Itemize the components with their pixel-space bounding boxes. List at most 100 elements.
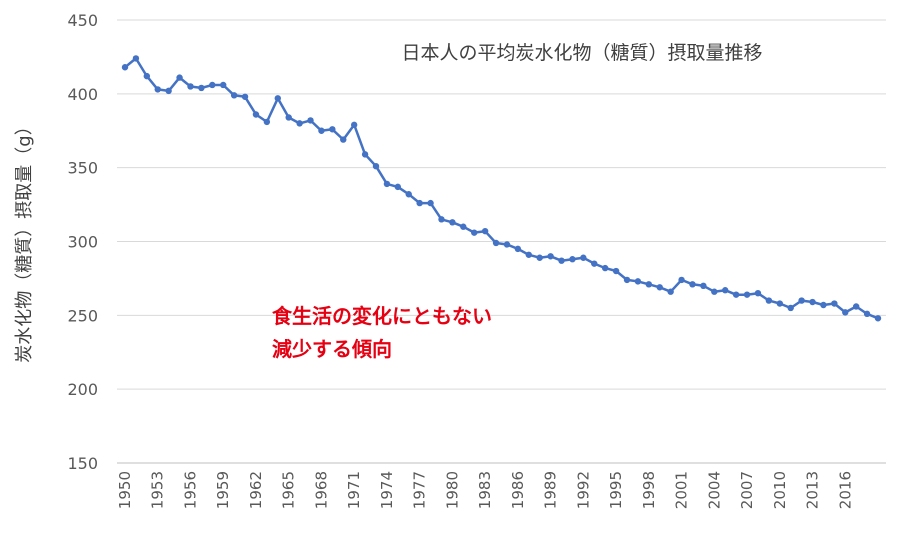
data-point — [601, 264, 609, 272]
data-point — [176, 74, 183, 81]
data-point — [634, 278, 642, 285]
data-point — [427, 199, 434, 207]
data-point — [361, 151, 369, 158]
x-tick-label: 1974 — [378, 471, 396, 509]
data-point — [460, 223, 467, 230]
data-point — [852, 303, 860, 310]
data-point — [863, 310, 871, 318]
data-point — [198, 84, 205, 92]
chart-title: 日本人の平均炭水化物（糖質）摂取量推移 — [401, 42, 762, 64]
data-point — [776, 300, 783, 307]
data-point — [449, 219, 456, 226]
data-point — [580, 254, 587, 261]
data-point — [481, 227, 489, 235]
data-point — [732, 291, 740, 298]
data-point — [492, 239, 500, 247]
data-point — [329, 126, 336, 133]
x-tick-label: 2004 — [705, 471, 723, 509]
data-point — [536, 254, 543, 261]
data-point — [623, 276, 631, 284]
data-point — [612, 267, 620, 275]
x-tick-label: 1959 — [214, 471, 232, 509]
data-point — [220, 81, 227, 89]
x-tick-label: 1989 — [542, 471, 560, 509]
data-point — [831, 300, 838, 307]
data-point — [743, 291, 751, 298]
data-point — [689, 281, 696, 288]
y-tick-label: 450 — [67, 11, 98, 30]
data-point — [678, 276, 685, 284]
y-tick-label: 250 — [67, 306, 98, 325]
x-tick-label: 1965 — [280, 471, 298, 509]
data-point — [132, 55, 140, 62]
data-point — [165, 87, 172, 95]
data-point — [471, 229, 478, 236]
y-tick-label: 200 — [67, 380, 98, 399]
data-point — [569, 256, 576, 263]
x-tick-label: 1968 — [312, 471, 330, 509]
data-point — [820, 301, 827, 309]
x-tick-label: 2013 — [804, 471, 822, 509]
y-tick-label: 400 — [67, 85, 98, 104]
data-point — [372, 162, 380, 170]
data-point — [252, 111, 260, 118]
x-tick-label: 2016 — [836, 471, 854, 509]
x-tick-label: 1992 — [574, 471, 592, 509]
data-point — [416, 199, 423, 207]
data-point — [405, 191, 412, 198]
y-axis-label: 炭水化物（糖質）摂取量（g） — [14, 117, 35, 362]
x-tick-label: 2007 — [738, 471, 756, 509]
y-tick-label: 350 — [67, 159, 98, 178]
data-point — [350, 121, 358, 129]
data-point — [765, 297, 773, 304]
data-point — [547, 253, 554, 260]
data-point — [645, 281, 653, 288]
data-point — [274, 95, 281, 102]
x-tick-label: 1950 — [116, 471, 134, 509]
x-tick-label: 1980 — [443, 471, 461, 509]
y-axis-ticks: 150 200 250 300 350 400 450 — [67, 11, 98, 473]
data-point — [591, 260, 598, 267]
x-tick-label: 2010 — [771, 471, 789, 509]
data-point — [558, 257, 565, 264]
data-point — [667, 288, 674, 295]
x-tick-label: 1971 — [345, 471, 363, 509]
data-point — [787, 304, 794, 312]
x-tick-label: 1998 — [640, 471, 658, 509]
data-point — [230, 92, 238, 99]
data-point — [503, 241, 511, 248]
data-point — [711, 288, 718, 295]
annotation-line-2: 減少する傾向 — [272, 337, 392, 361]
data-point — [798, 297, 805, 304]
x-tick-label: 1977 — [411, 471, 429, 509]
data-point — [296, 120, 303, 127]
data-point — [209, 81, 216, 89]
data-point — [700, 282, 707, 289]
y-tick-label: 300 — [67, 233, 98, 252]
x-tick-label: 1995 — [607, 471, 625, 509]
data-point — [285, 114, 292, 121]
data-point — [754, 289, 762, 297]
data-point — [121, 64, 129, 71]
series-line-carb-intake — [124, 57, 879, 320]
data-points — [121, 55, 882, 322]
data-point — [809, 298, 816, 306]
x-tick-label: 1962 — [247, 471, 265, 509]
data-point — [656, 284, 663, 291]
data-point — [154, 86, 161, 93]
data-point — [842, 309, 849, 316]
annotation-line-1: 食生活の変化にともない — [272, 304, 492, 328]
data-point — [263, 118, 271, 126]
x-tick-label: 1986 — [509, 471, 527, 509]
data-point — [187, 83, 194, 90]
data-point — [874, 315, 882, 322]
y-tick-label: 150 — [67, 454, 98, 473]
data-point — [143, 72, 151, 80]
data-point — [318, 127, 325, 134]
data-point — [340, 136, 347, 143]
data-point — [722, 287, 729, 294]
x-tick-label: 1983 — [476, 471, 494, 509]
gridlines — [117, 19, 886, 390]
x-tick-label: 1953 — [149, 471, 167, 509]
x-tick-label: 2001 — [673, 471, 691, 509]
